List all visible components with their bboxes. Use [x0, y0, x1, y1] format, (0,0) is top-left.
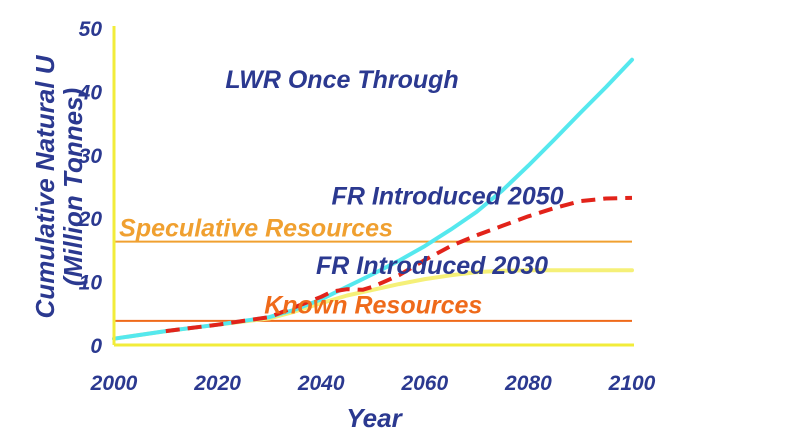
y-tick-label: 50 — [79, 18, 103, 41]
reference-lines — [114, 240, 632, 322]
x-tick-label: 2060 — [400, 372, 448, 395]
x-tick-label: 2080 — [504, 372, 552, 395]
x-tick-label: 2040 — [297, 372, 345, 395]
axes — [112, 26, 634, 347]
x-tick-label: 2020 — [193, 372, 241, 395]
y-tick-label: 0 — [90, 335, 102, 358]
annotation-fr-introduced-2050: FR Introduced 2050 — [332, 182, 564, 210]
x-tick-label: 2000 — [90, 372, 138, 395]
annotation-lwr-once-through: LWR Once Through — [225, 66, 458, 94]
y-axis-title: Cumulative Natural U (Million Tonnes) — [30, 54, 88, 318]
x-axis-title: Year — [346, 403, 403, 433]
annotation-known-resources: Known Resources — [264, 291, 482, 319]
tick-labels: 0 10 20 30 40 50 2000 2020 2040 2060 2080 2100 — [78, 18, 656, 395]
y-tick-label: 20 — [78, 208, 103, 231]
y-axis-title-line-2: (Million Tonnes) — [58, 88, 88, 286]
y-tick-label: 10 — [79, 272, 103, 295]
x-tick-label: 2100 — [608, 372, 656, 395]
data-series — [112, 57, 634, 341]
annotation-fr-introduced-2030: FR Introduced 2030 — [316, 252, 548, 280]
annotations: LWR Once Through FR Introduced 2050 Specul… — [119, 66, 563, 319]
series-fr-introduced-2050-line — [165, 195, 633, 334]
y-tick-label: 30 — [79, 145, 103, 168]
annotation-speculative-resources: Speculative Resources — [119, 215, 393, 243]
y-axis-title-line-1: Cumulative Natural U — [30, 54, 60, 318]
y-tick-label: 40 — [78, 81, 103, 104]
